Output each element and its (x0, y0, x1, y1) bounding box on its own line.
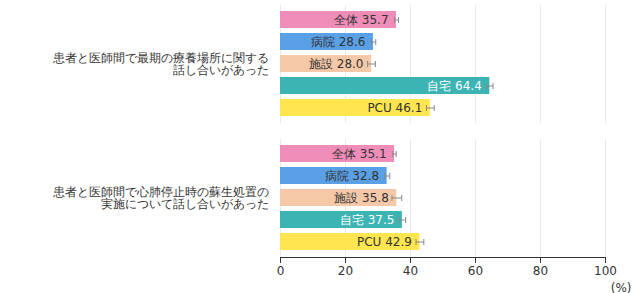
svg-text:20: 20 (338, 264, 353, 278)
svg-text:自宅 37.5: 自宅 37.5 (340, 213, 395, 227)
svg-text:PCU 42.9: PCU 42.9 (357, 235, 412, 249)
svg-text:施設 28.0: 施設 28.0 (309, 57, 364, 71)
svg-text:(%): (%) (611, 281, 632, 293)
svg-text:PCU 46.1: PCU 46.1 (367, 101, 422, 115)
svg-text:100: 100 (594, 264, 617, 278)
svg-text:患者と医師間で最期の療養場所に関する話し合いがあった: 患者と医師間で最期の療養場所に関する話し合いがあった (52, 51, 269, 77)
svg-text:40: 40 (403, 264, 418, 278)
svg-text:60: 60 (468, 264, 483, 278)
svg-text:自宅 64.4: 自宅 64.4 (427, 79, 482, 93)
svg-text:80: 80 (533, 264, 548, 278)
svg-text:施設 35.8: 施設 35.8 (334, 191, 389, 205)
svg-text:病院 28.6: 病院 28.6 (311, 35, 366, 49)
svg-text:病院 32.8: 病院 32.8 (325, 169, 380, 183)
svg-text:0: 0 (277, 264, 285, 278)
svg-text:患者と医師間で心肺停止時の蘇生処置の実施について話し合いがあ: 患者と医師間で心肺停止時の蘇生処置の実施について話し合いがあった (52, 185, 269, 211)
svg-text:全体 35.7: 全体 35.7 (334, 13, 389, 27)
svg-text:全体 35.1: 全体 35.1 (332, 147, 387, 161)
